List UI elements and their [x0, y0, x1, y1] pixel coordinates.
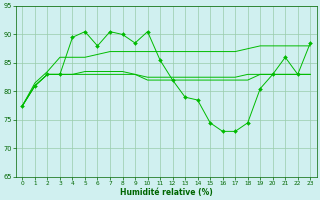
X-axis label: Humidité relative (%): Humidité relative (%)	[120, 188, 213, 197]
